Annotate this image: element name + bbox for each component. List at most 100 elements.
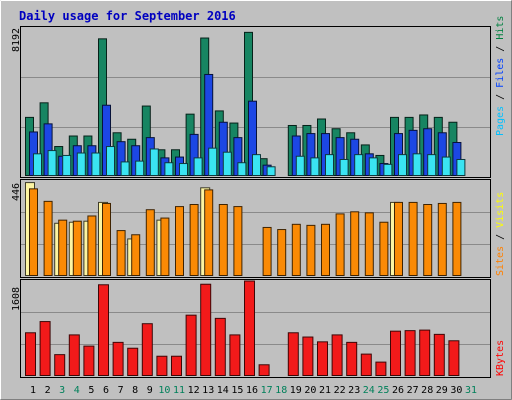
bar-kbytes-day-4: [68, 334, 80, 376]
bar-pages-day-26: [398, 154, 407, 176]
bar-sites-day-7: [116, 230, 126, 277]
bar-sites-day-17: [262, 226, 272, 277]
bar-kbytes-day-26: [390, 330, 401, 376]
x-tick-label-day-26: 26: [392, 385, 404, 396]
bar-pages-day-30: [456, 158, 466, 177]
bar-sites-day-3: [58, 219, 68, 276]
bar-sites-day-22: [335, 213, 345, 277]
bar-kbytes-day-19: [287, 332, 299, 376]
bar-pages-day-11: [179, 163, 188, 176]
x-tick-label-day-3: 3: [59, 385, 65, 396]
bar-kbytes-day-29: [433, 333, 445, 377]
x-tick-label-day-31: 31: [465, 385, 477, 396]
bar-pages-day-7: [120, 161, 130, 177]
bar-sites-day-9: [145, 209, 155, 276]
bar-pages-day-23: [354, 154, 364, 176]
bar-pages-day-5: [91, 152, 101, 177]
bar-kbytes-day-17: [258, 364, 270, 376]
x-tick-label-day-18: 18: [275, 385, 287, 396]
bar-pages-day-16: [252, 154, 261, 176]
bar-kbytes-day-12: [185, 314, 197, 376]
x-axis-day-labels: 1 2 3 4 5 6 7 8 9 10 11 12 13 14 15 16 17 18 19 20 21 22 23 24 2…: [30, 385, 477, 396]
bar-pages-day-22: [339, 158, 349, 177]
bar-sites-day-5: [87, 215, 97, 276]
legend-part-0-0: Pages: [495, 106, 506, 136]
x-tick-label-day-20: 20: [304, 385, 316, 396]
bar-sites-day-1: [29, 188, 38, 276]
bar-sites-day-25: [379, 221, 389, 277]
x-tick-label-day-1: 1: [30, 385, 36, 396]
chart-title: Daily usage for September 2016: [19, 9, 236, 23]
bar-sites-day-29: [437, 202, 447, 277]
x-tick-label-day-23: 23: [348, 385, 360, 396]
legend-sites-visits: Sites / Visits: [495, 192, 506, 276]
x-tick-label-day-14: 14: [217, 385, 229, 396]
bar-sites-day-27: [408, 201, 418, 276]
x-tick-label-day-2: 2: [45, 385, 51, 396]
x-tick-label-day-30: 30: [450, 385, 462, 396]
bar-pages-day-14: [222, 151, 232, 177]
bar-kbytes-day-21: [317, 341, 328, 377]
bar-kbytes-day-27: [404, 330, 416, 376]
bar-kbytes-day-28: [419, 329, 431, 377]
bar-sites-day-26: [394, 201, 403, 276]
bar-sites-day-2: [43, 200, 53, 276]
legend-part-1-2: Visits: [495, 192, 506, 228]
bar-pages-day-10: [164, 162, 174, 176]
x-tick-label-day-5: 5: [88, 385, 94, 396]
bar-pages-day-29: [441, 156, 451, 176]
bar-kbytes-day-11: [171, 355, 182, 377]
x-tick-label-day-10: 10: [158, 385, 170, 396]
bar-sites-day-24: [364, 212, 374, 276]
bar-sites-day-20: [306, 224, 316, 277]
x-tick-label-day-12: 12: [188, 385, 200, 396]
bar-kbytes-day-24: [360, 353, 372, 377]
bar-pages-day-3: [62, 154, 72, 176]
x-tick-label-day-9: 9: [147, 385, 153, 396]
x-tick-label-day-28: 28: [421, 385, 433, 396]
bar-pages-day-2: [47, 150, 57, 177]
bar-kbytes-day-3: [54, 354, 66, 376]
legend-part-2-0: KBytes: [495, 340, 506, 376]
y-max-label-kbytes: 1608: [11, 287, 22, 311]
bar-sites-day-18: [277, 229, 287, 276]
bar-kbytes-day-22: [331, 334, 343, 376]
bar-kbytes-day-9: [141, 323, 153, 377]
x-tick-label-day-25: 25: [377, 385, 389, 396]
bar-sites-day-4: [72, 220, 82, 276]
bar-pages-day-25: [383, 163, 393, 176]
bar-sites-day-10: [160, 217, 170, 276]
bar-kbytes-day-6: [98, 284, 109, 376]
legend-part-0-3: /: [495, 40, 506, 58]
x-tick-label-day-27: 27: [407, 385, 419, 396]
bar-kbytes-day-14: [214, 317, 226, 377]
bar-kbytes-day-7: [112, 341, 124, 377]
x-tick-label-day-15: 15: [231, 385, 243, 396]
y-max-label-hits: 8192: [11, 28, 22, 52]
bar-pages-day-13: [208, 147, 218, 176]
x-tick-label-day-8: 8: [132, 385, 138, 396]
x-tick-label-day-13: 13: [202, 385, 214, 396]
x-tick-label-day-17: 17: [261, 385, 273, 396]
bar-sites-day-6: [102, 202, 111, 277]
bar-sites-day-21: [321, 223, 330, 276]
bar-kbytes-day-20: [302, 336, 314, 376]
bar-pages-day-8: [135, 160, 145, 177]
bar-pages-day-27: [412, 153, 422, 176]
bar-pages-day-17: [266, 166, 276, 176]
legend-kbytes: KBytes: [495, 340, 506, 376]
x-tick-label-day-29: 29: [436, 385, 448, 396]
bar-kbytes-day-16: [244, 280, 255, 376]
bar-sites-day-23: [350, 211, 360, 277]
x-tick-label-day-19: 19: [290, 385, 302, 396]
x-tick-label-day-24: 24: [363, 385, 375, 396]
bar-kbytes-day-30: [448, 340, 460, 376]
legend-part-0-1: /: [495, 88, 506, 106]
bar-kbytes-day-25: [375, 361, 387, 377]
bar-pages-day-12: [193, 157, 203, 176]
bar-pages-day-9: [149, 148, 159, 176]
bar-kbytes-day-15: [229, 334, 241, 376]
legend-part-0-2: Files: [495, 58, 506, 88]
bar-pages-day-4: [76, 152, 86, 177]
bar-kbytes-day-23: [346, 341, 358, 377]
